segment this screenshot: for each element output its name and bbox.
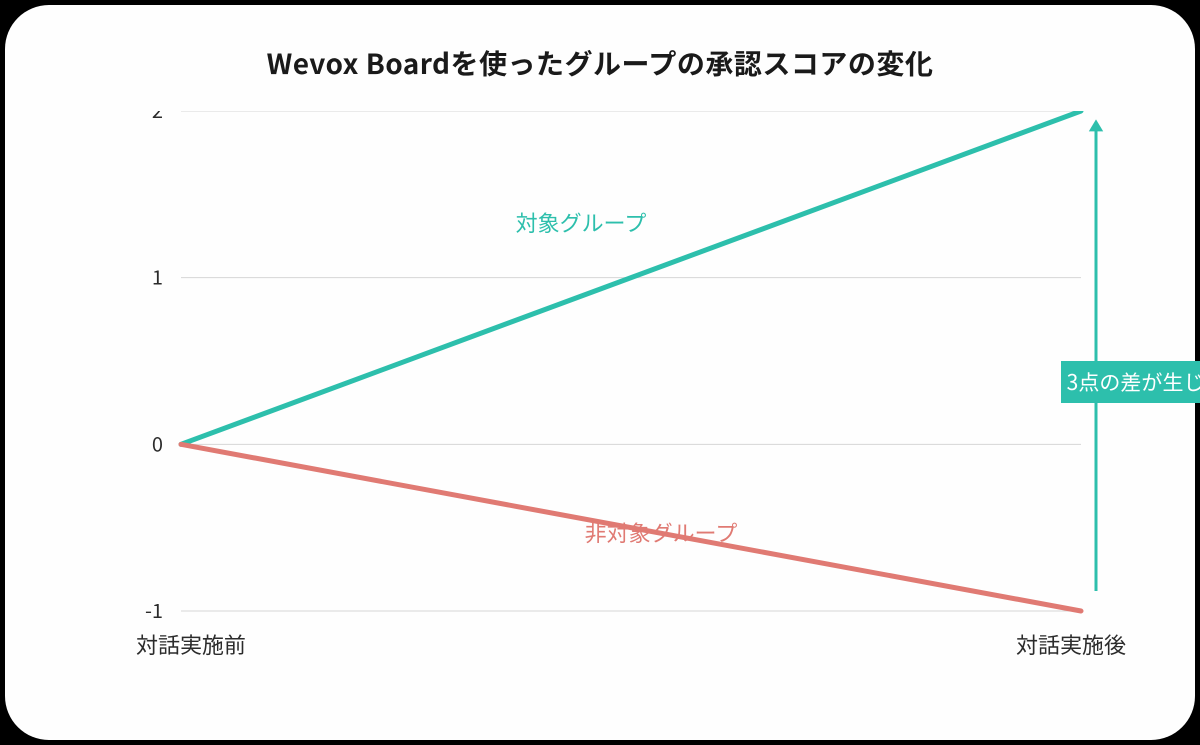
difference-arrow-head xyxy=(1089,119,1103,131)
chart-card: Wevox Boardを使ったグループの承認スコアの変化 -1 0 1 2 対象グループ… xyxy=(5,5,1195,740)
ytick-label: 1 xyxy=(152,262,163,291)
series-label-非対象グループ: 非対象グループ xyxy=(585,516,738,548)
line-chart-svg: -1 0 1 2 対象グループ非対象グループ対話実施前 対話実施後 xyxy=(61,111,1141,701)
x-category-after: 対話実施後 xyxy=(1016,628,1126,660)
ytick-label: 2 xyxy=(152,111,163,124)
series-label-対象グループ: 対象グループ xyxy=(516,206,647,238)
ytick-label: -1 xyxy=(145,595,163,624)
difference-annotation-text: 3点の差が生じる xyxy=(1067,367,1200,397)
difference-annotation: 3点の差が生じる xyxy=(1061,361,1200,403)
x-category-before: 対話実施前 xyxy=(136,628,246,660)
ytick-label: 0 xyxy=(152,428,163,457)
chart-area: -1012対象グループ非対象グループ対話実施前対話実施後 3点の差が生じる xyxy=(61,111,1139,701)
chart-title: Wevox Boardを使ったグループの承認スコアの変化 xyxy=(61,43,1139,83)
